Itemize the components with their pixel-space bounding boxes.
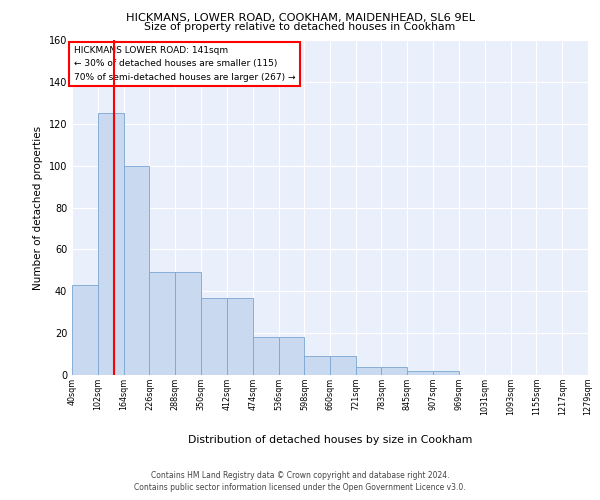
- Bar: [304, 356, 330, 375]
- Bar: [407, 371, 433, 375]
- Text: HICKMANS LOWER ROAD: 141sqm
← 30% of detached houses are smaller (115)
70% of se: HICKMANS LOWER ROAD: 141sqm ← 30% of det…: [74, 46, 295, 82]
- Bar: [588, 371, 600, 375]
- Bar: [356, 366, 382, 375]
- Text: Contains HM Land Registry data © Crown copyright and database right 2024.
Contai: Contains HM Land Registry data © Crown c…: [134, 471, 466, 492]
- Bar: [253, 338, 278, 375]
- Text: Size of property relative to detached houses in Cookham: Size of property relative to detached ho…: [145, 22, 455, 32]
- Bar: [201, 298, 227, 375]
- Bar: [175, 272, 201, 375]
- Bar: [330, 356, 356, 375]
- Bar: [98, 114, 124, 375]
- Bar: [382, 366, 407, 375]
- Bar: [149, 272, 175, 375]
- Text: HICKMANS, LOWER ROAD, COOKHAM, MAIDENHEAD, SL6 9EL: HICKMANS, LOWER ROAD, COOKHAM, MAIDENHEA…: [125, 12, 475, 22]
- Bar: [278, 338, 304, 375]
- Bar: [72, 285, 98, 375]
- Text: Distribution of detached houses by size in Cookham: Distribution of detached houses by size …: [188, 435, 472, 445]
- Bar: [433, 371, 459, 375]
- Bar: [227, 298, 253, 375]
- Bar: [124, 166, 149, 375]
- Y-axis label: Number of detached properties: Number of detached properties: [33, 126, 43, 290]
